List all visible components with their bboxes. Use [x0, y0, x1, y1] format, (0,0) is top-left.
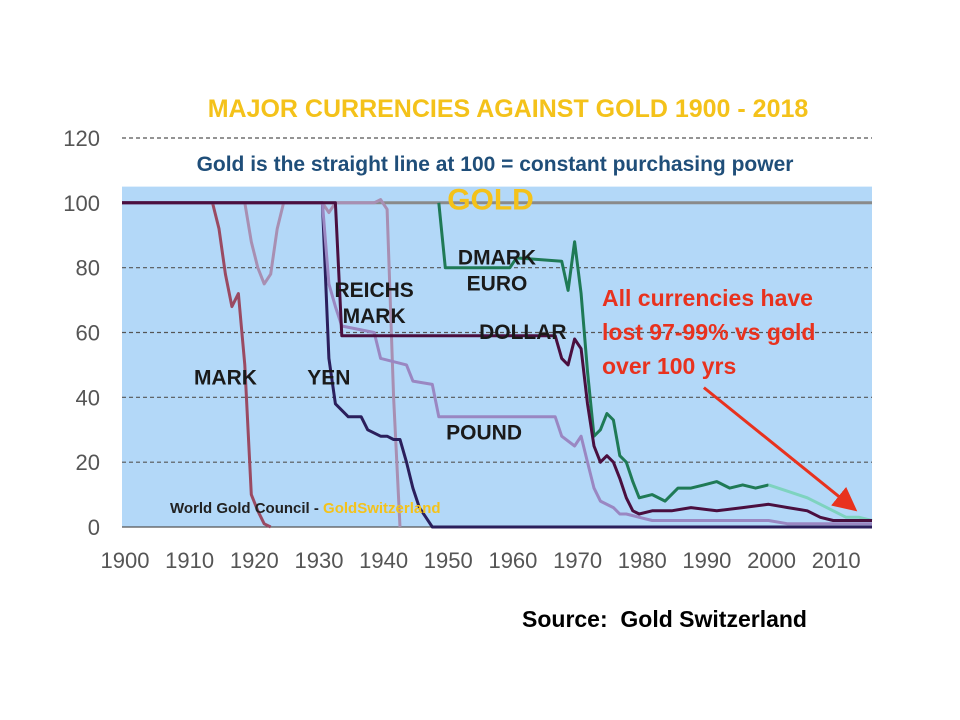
series-label-gold-label: GOLD [447, 183, 534, 216]
x-tick-label: 2010 [812, 548, 861, 573]
series-line-pound [122, 201, 872, 526]
x-tick-label: 1920 [230, 548, 279, 573]
series-label-euro: EURO [467, 272, 528, 295]
y-tick-label: 120 [63, 126, 100, 151]
credit-part2: GoldSwitzerland [323, 500, 441, 517]
x-tick-label: 1980 [618, 548, 667, 573]
annotation-line: All currencies have [602, 285, 813, 311]
y-tick-label: 60 [76, 321, 100, 346]
y-tick-label: 40 [76, 385, 100, 410]
x-tick-label: 1970 [553, 548, 602, 573]
x-tick-label: 1910 [165, 548, 214, 573]
x-tick-label: 1950 [424, 548, 473, 573]
series-line-yen [122, 201, 872, 529]
series-line-mark [122, 201, 272, 529]
x-tick-label: 1940 [359, 548, 408, 573]
y-tick-labels: 0 20 40 60 80 100 120 [63, 126, 100, 540]
x-tick-label: 2000 [747, 548, 796, 573]
series-label-yen: YEN [307, 366, 350, 389]
y-tick-label: 100 [63, 191, 100, 216]
annotation: All currencies have lost 97-99% vs gold ov… [602, 285, 858, 512]
y-tick-label: 80 [76, 256, 100, 281]
credit-part1: World Gold Council - [170, 500, 323, 517]
series-label-dollar: DOLLAR [479, 321, 567, 344]
credit-label: World Gold Council - GoldSwitzerland [170, 500, 441, 517]
series-label-mark: MARK [194, 366, 257, 389]
source-caption: Source: Gold Switzerland [522, 606, 807, 632]
x-tick-label: 1960 [488, 548, 537, 573]
y-tick-label: 0 [88, 515, 100, 540]
series-label-reichs: REICHS [334, 279, 413, 302]
series-label-reichs-mark: MARK [343, 305, 406, 328]
series-lines [122, 198, 873, 529]
series-label-pound: POUND [446, 421, 522, 444]
series-line-dmark-euro [437, 202, 769, 503]
y-tick-label: 20 [76, 450, 100, 475]
series-labels: GOLD DMARK EURO REICHS MARK DOLLAR MARK YEN POUN… [194, 183, 567, 444]
x-tick-label: 1900 [101, 548, 150, 573]
annotation-line: over 100 yrs [602, 353, 736, 379]
series-line-dollar [122, 201, 872, 522]
series-label-dmark: DMARK [458, 246, 536, 269]
x-tick-label: 1990 [682, 548, 731, 573]
annotation-arrow [702, 386, 858, 512]
x-tick-labels: 1900 1910 1920 1930 1940 1950 1960 1970 1980 1990… [101, 548, 861, 573]
annotation-line: lost 97-99% vs gold [602, 319, 815, 345]
plot-background-band [122, 186, 872, 527]
chart-subtitle: Gold is the straight line at 100 = const… [197, 153, 794, 176]
series-line-dmark-euro-late [768, 483, 873, 522]
chart-title: MAJOR CURRENCIES AGAINST GOLD 1900 - 201… [208, 95, 809, 123]
x-tick-label: 1930 [294, 548, 343, 573]
